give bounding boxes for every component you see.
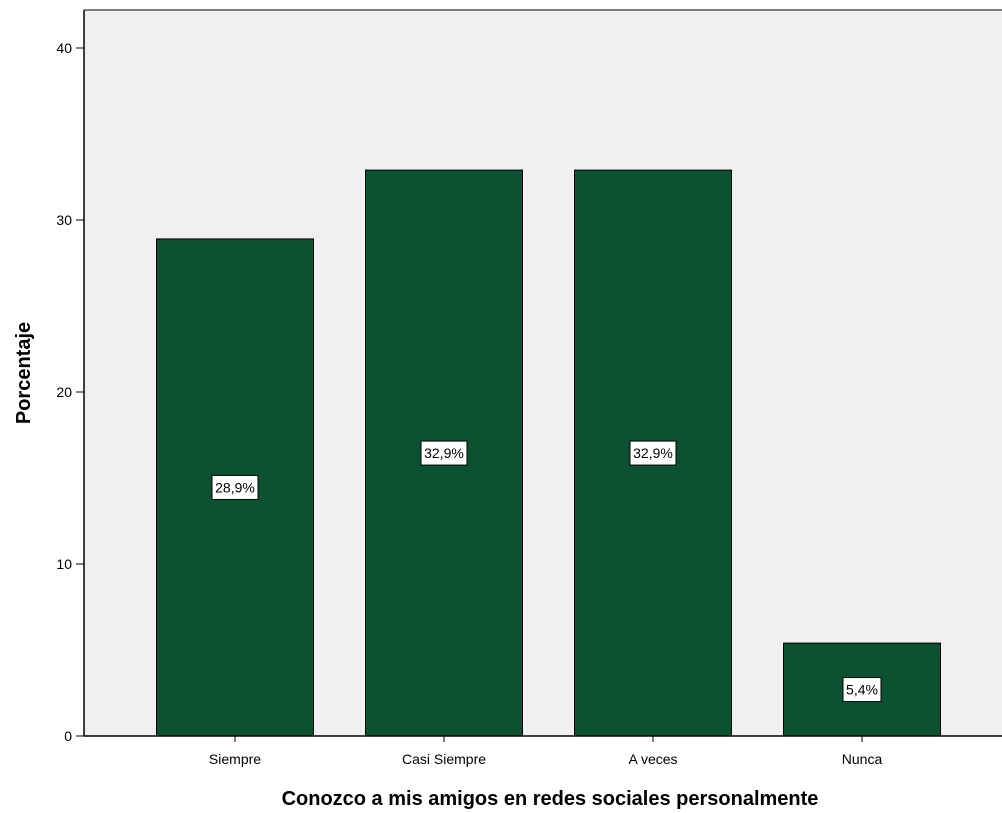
y-tick-label: 40 (56, 40, 72, 56)
data-label-box (842, 677, 882, 703)
data-label: 28,9% (215, 479, 255, 495)
data-label: 32,9% (633, 445, 673, 461)
x-tick-label: Casi Siempre (402, 751, 486, 767)
x-tick-label: Siempre (209, 751, 261, 767)
data-label-box (629, 440, 677, 466)
y-tick-label: 0 (64, 728, 72, 744)
y-tick-label: 30 (56, 212, 72, 228)
x-axis-ticks: Siempre Casi Siempre A veces Nunca (209, 736, 883, 767)
y-tick-label: 10 (56, 556, 72, 572)
y-axis-ticks: 0 10 20 30 40 (56, 40, 84, 744)
x-axis-title: Conozco a mis amigos en redes sociales p… (282, 788, 819, 810)
x-tick-label: A veces (628, 751, 677, 767)
x-tick-label: Nunca (842, 751, 883, 767)
data-label-box (420, 440, 468, 466)
data-label: 5,4% (846, 682, 878, 698)
y-tick-label: 20 (56, 384, 72, 400)
data-label: 32,9% (424, 445, 464, 461)
data-label-box (211, 474, 259, 500)
data-labels-group: 28,9% 32,9% 32,9% 5,4% (211, 440, 882, 703)
y-axis-title: Porcentaje (13, 322, 35, 424)
